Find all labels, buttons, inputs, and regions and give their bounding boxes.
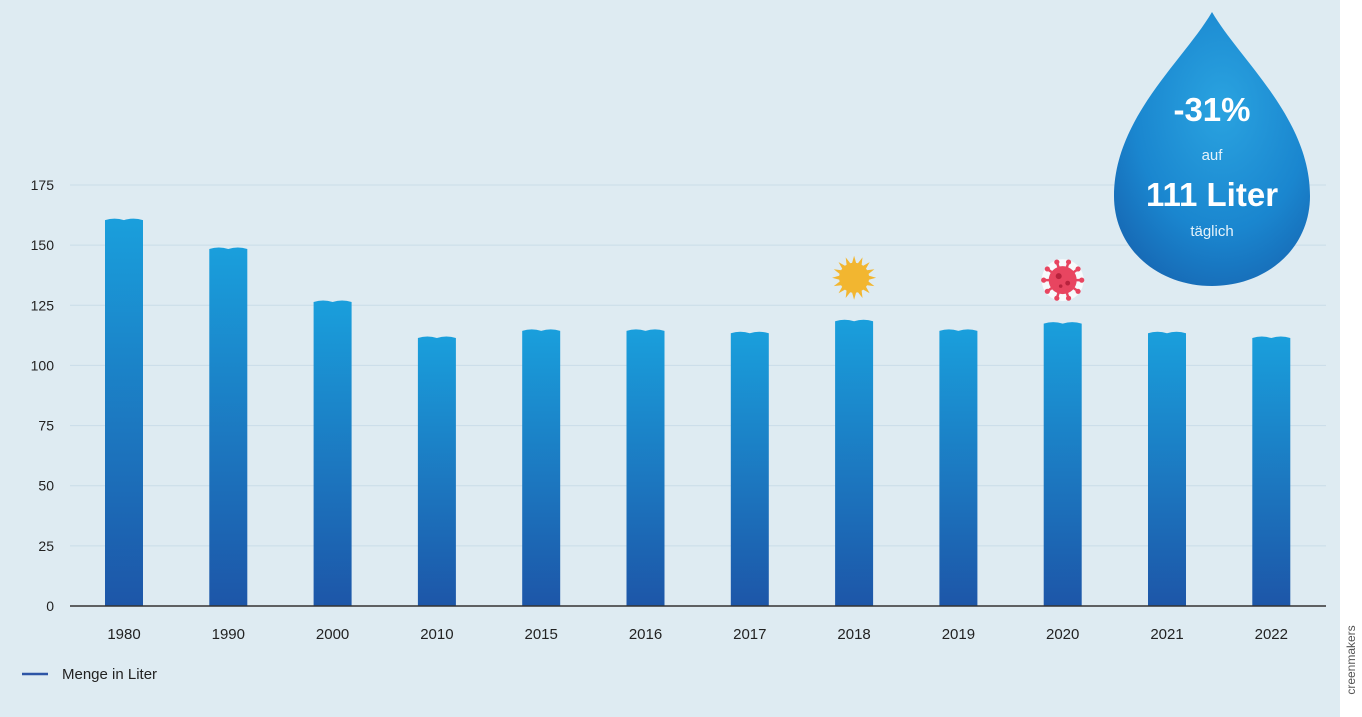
y-tick-label: 175 (31, 177, 55, 193)
y-tick-label: 100 (31, 357, 55, 373)
x-tick-label: 2022 (1255, 626, 1288, 643)
x-tick-label: 1980 (107, 626, 140, 643)
bar-2010 (417, 336, 456, 606)
water-drop-shape (1114, 12, 1310, 286)
y-tick-label: 125 (31, 297, 55, 313)
x-tick-label: 2021 (1150, 626, 1183, 643)
bar-2018 (835, 319, 874, 606)
bar-2019 (939, 329, 978, 606)
callout-connector: auf (1202, 147, 1224, 164)
bar-2000 (313, 300, 352, 606)
x-tick-label: 2019 (942, 626, 975, 643)
y-tick-label: 75 (38, 418, 54, 434)
bar-2020 (1043, 322, 1082, 606)
callout-period: täglich (1190, 223, 1233, 240)
y-tick-label: 25 (38, 538, 54, 554)
bar-2017 (730, 331, 769, 606)
legend: Menge in Liter (22, 666, 157, 683)
x-axis-ticks: 1980 1990 2000 2010 2015 2016 2017 2018 2019 2020… (107, 626, 1288, 643)
bar-1980 (105, 218, 143, 606)
bar-1990 (209, 247, 248, 606)
x-tick-label: 1990 (212, 626, 245, 643)
bar-2015 (522, 329, 561, 606)
bars (105, 218, 1291, 606)
water-drop-callout: -31% auf 111 Liter täglich (1114, 12, 1310, 286)
bar-2016 (626, 329, 665, 606)
y-tick-label: 150 (31, 237, 55, 253)
y-tick-label: 50 (38, 478, 54, 494)
legend-label: Menge in Liter (62, 666, 157, 683)
callout-amount: 111 Liter (1146, 176, 1278, 213)
annotation-markers (832, 255, 1085, 302)
x-tick-label: 2000 (316, 626, 349, 643)
image-credit: creenmakers (1344, 625, 1358, 695)
sun-icon (832, 255, 877, 300)
x-tick-label: 2010 (420, 626, 453, 643)
y-axis-ticks: 0 25 50 75 100 125 150 175 (31, 177, 55, 614)
gridlines (70, 184, 1326, 547)
x-tick-label: 2015 (525, 626, 558, 643)
y-tick-label: 0 (46, 598, 54, 614)
bar-2022 (1252, 336, 1291, 606)
virus-icon (1041, 259, 1085, 302)
x-tick-label: 2020 (1046, 626, 1079, 643)
x-tick-label: 2016 (629, 626, 662, 643)
x-tick-label: 2018 (837, 626, 870, 643)
bar-2021 (1148, 331, 1186, 606)
callout-change: -31% (1173, 91, 1250, 128)
x-tick-label: 2017 (733, 626, 766, 643)
